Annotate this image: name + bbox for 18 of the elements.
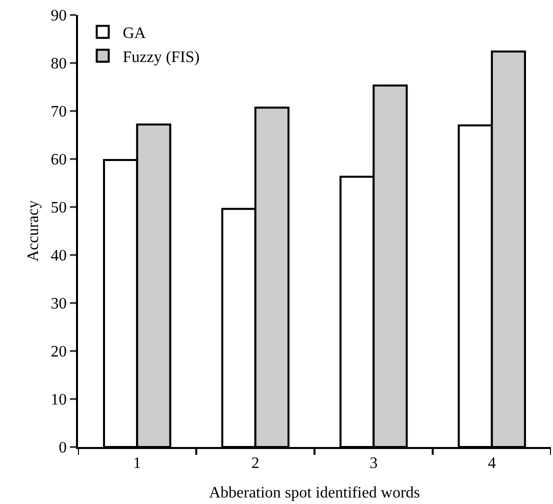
y-axis-title: Accuracy [25, 200, 42, 262]
y-tick-label: 20 [50, 344, 67, 361]
legend-label: GA [122, 25, 146, 42]
x-tick-label: 4 [488, 455, 496, 472]
legend-label: Fuzzy (FIS) [122, 48, 200, 66]
x-tick-label: 2 [251, 455, 260, 472]
y-tick-label: 30 [50, 296, 67, 313]
y-tick-label: 90 [50, 8, 67, 25]
y-tick-label: 80 [50, 56, 67, 73]
y-tick-label: 10 [50, 392, 67, 409]
x-tick-label: 3 [370, 455, 378, 472]
x-axis-title: Abberation spot identified words [208, 484, 420, 502]
y-tick-label: 50 [50, 200, 67, 217]
y-tick-label: 70 [50, 104, 67, 121]
x-tick-label: 1 [133, 455, 142, 472]
y-tick-label: 40 [50, 248, 67, 265]
y-tick-label: 60 [50, 152, 67, 169]
y-tick-label: 0 [58, 440, 67, 457]
